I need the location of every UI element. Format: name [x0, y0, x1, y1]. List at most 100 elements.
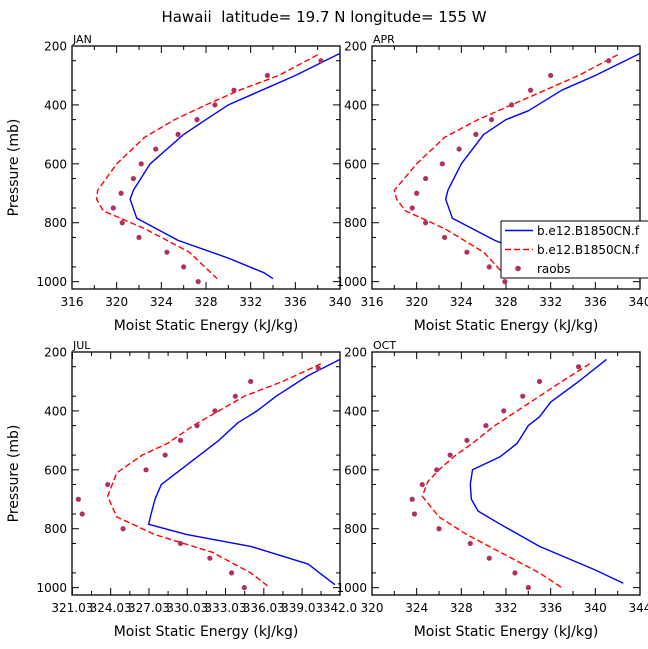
data-layer [95, 52, 340, 285]
raobs-point [512, 570, 518, 576]
x-tick-label: 316 [61, 295, 84, 309]
raobs-point [318, 58, 324, 64]
raobs-point [194, 423, 200, 429]
x-tick-label: 320 [405, 295, 428, 309]
model-b-line [95, 54, 319, 280]
legend-label: b.e12.B1850CN.f [537, 243, 640, 257]
panel-title: JUL [72, 339, 91, 352]
legend-label: b.e12.B1850CN.f [537, 224, 640, 238]
raobs-point [248, 378, 254, 385]
raobs-point [486, 264, 492, 270]
plot-frame [71, 351, 341, 596]
x-tick-label: 328 [195, 295, 218, 309]
raobs-point [315, 365, 321, 371]
panels: JAN 200 400 600 800 1000 316 320 324 328 332 336 340… [6, 33, 648, 640]
raobs-point [177, 437, 184, 443]
x-axis-label: Moist Static Energy (kJ/kg) [414, 624, 599, 640]
y-axis-label: Pressure (mb) [6, 425, 22, 523]
panel-title: JAN [72, 33, 92, 46]
raobs-point [79, 511, 85, 517]
y-tick-label: 800 [344, 522, 367, 536]
x-tick-label: 333.03 [205, 601, 247, 615]
data-layer [409, 358, 624, 591]
data-layer [393, 52, 640, 285]
data-layer [75, 358, 340, 591]
x-tick-label: 328 [450, 601, 473, 615]
raobs-point [409, 496, 415, 502]
raobs-point [473, 131, 479, 137]
y-tick-label: 1000 [336, 581, 367, 595]
raobs-point [488, 117, 495, 123]
raobs-point [177, 540, 184, 547]
raobs-point [447, 452, 453, 458]
x-tick-label: 320 [105, 295, 128, 309]
raobs-point [464, 437, 470, 443]
raobs-point [411, 511, 418, 517]
y-tick-label: 200 [44, 346, 67, 360]
raobs-point [119, 220, 125, 226]
x-tick-label: 342.0 [323, 601, 357, 615]
raobs-point [195, 279, 201, 285]
x-tick-label: 340 [584, 601, 607, 615]
x-axis-label: Moist Static Energy (kJ/kg) [414, 318, 599, 334]
model-b-line [106, 363, 322, 589]
x-tick-label: 339.03 [281, 601, 323, 615]
raobs-point [525, 585, 531, 591]
raobs-point [502, 279, 508, 285]
raobs-point [120, 526, 126, 532]
raobs-point [138, 161, 144, 167]
raobs-point [241, 585, 247, 591]
raobs-point [575, 364, 582, 370]
raobs-point [414, 190, 420, 196]
raobs-point [508, 102, 515, 108]
model-a-line [445, 52, 640, 278]
plot-frame [371, 351, 641, 596]
raobs-point [232, 393, 238, 399]
raobs-point [105, 481, 111, 488]
raobs-point [486, 555, 492, 561]
legend: b.e12.B1850CN.f b.e12.B1850CN.f raobs [500, 220, 648, 279]
x-tick-label: 332 [495, 601, 518, 615]
raobs-point [606, 58, 612, 64]
raobs-point [118, 190, 124, 196]
raobs-point [501, 408, 507, 414]
y-tick-label: 800 [44, 216, 67, 230]
y-axis-label: Pressure (mb) [6, 119, 22, 217]
raobs-point [441, 234, 448, 241]
raobs-point [527, 87, 534, 93]
panel-jul: JUL 200 400 600 800 1000 321.03324.03327.03330… [6, 339, 357, 640]
raobs-point [520, 393, 526, 399]
raobs-point [434, 467, 440, 473]
raobs-point [436, 526, 442, 532]
raobs-point [536, 378, 543, 385]
raobs-point [467, 540, 473, 547]
raobs-point [194, 117, 200, 123]
raobs-point [207, 555, 213, 561]
raobs-point [164, 249, 170, 255]
raobs-point [75, 496, 81, 502]
raobs-point [228, 570, 235, 576]
raobs-point [548, 72, 554, 79]
raobs-point [483, 423, 489, 429]
y-tick-label: 200 [344, 40, 367, 54]
x-tick-label: 321.03 [51, 601, 93, 615]
y-tick-label: 1000 [36, 275, 67, 289]
y-tick-label: 200 [44, 40, 67, 54]
x-tick-label: 332 [239, 295, 262, 309]
x-tick-label: 344 [629, 601, 648, 615]
panel-apr: APR 200 400 600 800 1000 316 320 324 328 332 336 340… [336, 33, 648, 334]
model-a-line [129, 52, 340, 280]
raobs-point [181, 264, 187, 270]
raobs-point [136, 234, 142, 241]
raobs-point [264, 72, 271, 79]
raobs-point [456, 146, 462, 152]
raobs-point [110, 205, 116, 211]
x-tick-label: 324 [150, 295, 173, 309]
x-tick-label: 328 [495, 295, 518, 309]
x-tick-label: 340 [629, 295, 648, 309]
y-tick-label: 400 [344, 98, 367, 112]
y-tick-label: 400 [344, 404, 367, 418]
x-tick-label: 320 [361, 601, 384, 615]
y-tick-label: 1000 [36, 581, 67, 595]
